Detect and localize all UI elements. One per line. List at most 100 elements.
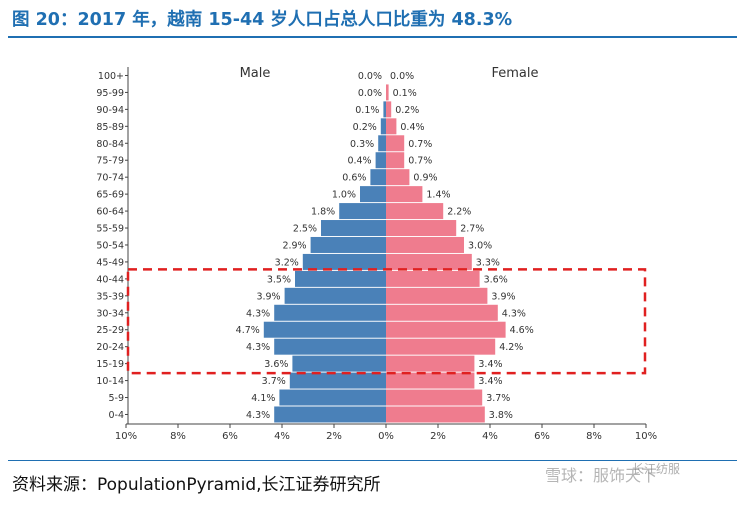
age-group-label: 55-59 <box>96 224 124 235</box>
female-value-label: 3.6% <box>484 274 508 285</box>
female-bar <box>386 203 444 220</box>
female-value-label: 0.7% <box>408 139 432 150</box>
male-bar <box>279 389 386 406</box>
female-bar <box>386 304 498 321</box>
female-value-label: 4.6% <box>510 325 534 336</box>
female-bar <box>386 118 397 135</box>
male-value-label: 4.7% <box>236 325 260 336</box>
male-value-label: 3.9% <box>256 291 280 302</box>
male-bar <box>274 304 386 321</box>
female-value-label: 0.4% <box>400 122 424 133</box>
male-value-label: 0.2% <box>353 122 377 133</box>
male-bar <box>302 253 386 270</box>
female-value-label: 0.0% <box>390 71 414 82</box>
male-value-label: 3.2% <box>275 257 299 268</box>
x-tick-label: 8% <box>586 431 602 442</box>
male-bar <box>274 338 386 355</box>
age-group-label: 20-24 <box>96 342 124 353</box>
male-bar <box>380 118 386 135</box>
male-bar <box>284 287 386 304</box>
x-tick-label: 10% <box>635 431 657 442</box>
male-bar <box>375 152 386 169</box>
male-value-label: 3.7% <box>262 376 286 387</box>
watermark-brand: 长江纺服 <box>632 462 681 476</box>
male-value-label: 0.3% <box>350 139 374 150</box>
female-bar <box>386 321 506 338</box>
female-bar <box>386 220 457 237</box>
female-bar <box>386 101 392 118</box>
x-tick-label: 6% <box>222 431 238 442</box>
male-bar <box>295 270 386 287</box>
legend-male: Male <box>240 66 271 81</box>
legend-female: Female <box>491 66 538 81</box>
female-value-label: 1.4% <box>426 190 450 201</box>
age-group-label: 45-49 <box>96 257 124 268</box>
male-bar <box>321 220 386 237</box>
watermark: 雪球：服饰天下 <box>545 466 658 485</box>
female-value-label: 2.7% <box>460 224 484 235</box>
female-bar <box>386 389 483 406</box>
age-group-label: 70-74 <box>96 173 124 184</box>
female-value-label: 2.2% <box>447 207 471 218</box>
male-value-label: 2.5% <box>293 224 317 235</box>
age-group-label: 0-4 <box>108 410 124 421</box>
female-value-label: 0.2% <box>395 105 419 116</box>
male-bar <box>383 101 386 118</box>
x-tick-label: 0% <box>378 431 394 442</box>
age-group-label: 95-99 <box>96 88 124 99</box>
source-note: 资料来源：PopulationPyramid,长江证券研究所 <box>12 475 381 495</box>
age-group-label: 60-64 <box>96 207 124 218</box>
male-value-label: 0.0% <box>358 88 382 99</box>
age-group-label: 90-94 <box>96 105 124 116</box>
female-value-label: 4.2% <box>499 342 523 353</box>
male-value-label: 4.3% <box>246 342 270 353</box>
male-bar <box>378 135 386 152</box>
x-tick-label: 8% <box>170 431 186 442</box>
female-bar <box>386 236 464 253</box>
male-value-label: 1.8% <box>311 207 335 218</box>
female-bar <box>386 372 475 389</box>
male-value-label: 0.0% <box>358 71 382 82</box>
population-pyramid-chart: Male Female 100+ 0.0% 0.0% 95-99 0.0% 0.1% 90-94… <box>96 66 657 442</box>
male-bar <box>339 203 386 220</box>
male-value-label: 1.0% <box>332 190 356 201</box>
male-value-label: 4.1% <box>251 393 275 404</box>
age-group-label: 65-69 <box>96 190 124 201</box>
female-value-label: 0.1% <box>393 88 417 99</box>
title-divider <box>8 36 737 38</box>
x-tick-label: 2% <box>326 431 342 442</box>
male-value-label: 0.4% <box>347 156 371 167</box>
male-value-label: 0.6% <box>342 173 366 184</box>
female-value-label: 3.7% <box>486 393 510 404</box>
female-bar <box>386 287 488 304</box>
age-group-label: 30-34 <box>96 308 124 319</box>
female-bar <box>386 270 480 287</box>
x-tick-label: 4% <box>274 431 290 442</box>
female-value-label: 3.3% <box>476 257 500 268</box>
age-group-label: 50-54 <box>96 240 124 251</box>
female-bar <box>386 338 496 355</box>
age-group-label: 85-89 <box>96 122 124 133</box>
female-bar <box>386 152 405 169</box>
female-value-label: 3.8% <box>489 410 513 421</box>
age-group-label: 10-14 <box>96 376 124 387</box>
male-bar <box>370 169 386 186</box>
age-group-label: 15-19 <box>96 359 124 370</box>
female-value-label: 4.3% <box>502 308 526 319</box>
male-value-label: 2.9% <box>282 240 306 251</box>
age-group-label: 25-29 <box>96 325 124 336</box>
x-tick-label: 2% <box>430 431 446 442</box>
male-bar <box>289 372 386 389</box>
male-value-label: 3.6% <box>264 359 288 370</box>
age-group-label: 80-84 <box>96 139 124 150</box>
x-tick-label: 6% <box>534 431 550 442</box>
female-bar <box>386 169 410 186</box>
age-group-label: 100+ <box>98 71 124 82</box>
male-value-label: 4.3% <box>246 308 270 319</box>
x-tick-label: 4% <box>482 431 498 442</box>
chart-title: 图 20：2017 年，越南 15-44 岁人口占总人口比重为 48.3% <box>12 10 513 30</box>
female-value-label: 0.9% <box>413 173 437 184</box>
female-value-label: 3.4% <box>478 359 502 370</box>
age-group-label: 75-79 <box>96 156 124 167</box>
male-bar <box>310 236 386 253</box>
